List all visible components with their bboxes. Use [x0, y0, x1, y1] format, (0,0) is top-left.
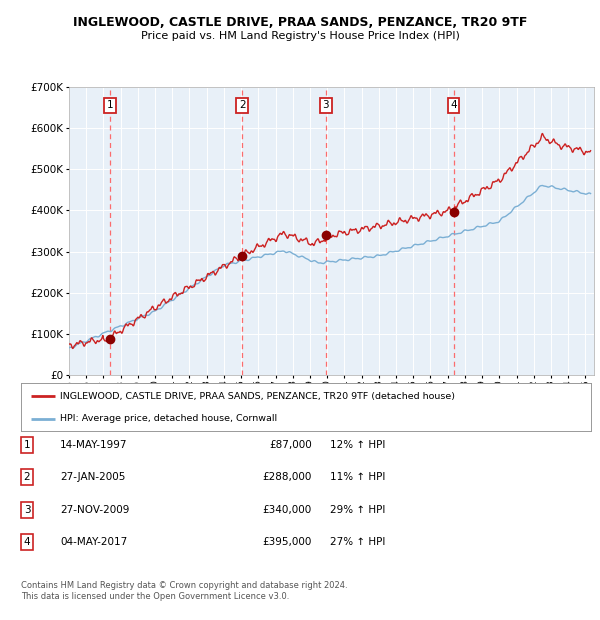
Text: Price paid vs. HM Land Registry's House Price Index (HPI): Price paid vs. HM Land Registry's House …	[140, 31, 460, 41]
Text: 04-MAY-2017: 04-MAY-2017	[60, 537, 127, 547]
Text: 27% ↑ HPI: 27% ↑ HPI	[330, 537, 385, 547]
Text: 27-NOV-2009: 27-NOV-2009	[60, 505, 130, 515]
Text: £395,000: £395,000	[263, 537, 312, 547]
Text: Contains HM Land Registry data © Crown copyright and database right 2024.: Contains HM Land Registry data © Crown c…	[21, 581, 347, 590]
Text: £87,000: £87,000	[269, 440, 312, 450]
Text: 12% ↑ HPI: 12% ↑ HPI	[330, 440, 385, 450]
Text: This data is licensed under the Open Government Licence v3.0.: This data is licensed under the Open Gov…	[21, 592, 289, 601]
Text: 2: 2	[23, 472, 31, 482]
Text: 1: 1	[23, 440, 31, 450]
Text: 2: 2	[239, 100, 245, 110]
Text: 4: 4	[23, 537, 31, 547]
Text: 4: 4	[450, 100, 457, 110]
Text: HPI: Average price, detached house, Cornwall: HPI: Average price, detached house, Corn…	[60, 414, 277, 423]
Text: INGLEWOOD, CASTLE DRIVE, PRAA SANDS, PENZANCE, TR20 9TF: INGLEWOOD, CASTLE DRIVE, PRAA SANDS, PEN…	[73, 16, 527, 29]
Text: 29% ↑ HPI: 29% ↑ HPI	[330, 505, 385, 515]
Text: 11% ↑ HPI: 11% ↑ HPI	[330, 472, 385, 482]
Text: £340,000: £340,000	[263, 505, 312, 515]
Text: 3: 3	[322, 100, 329, 110]
Text: 3: 3	[23, 505, 31, 515]
Text: 14-MAY-1997: 14-MAY-1997	[60, 440, 128, 450]
Text: £288,000: £288,000	[263, 472, 312, 482]
Text: 27-JAN-2005: 27-JAN-2005	[60, 472, 125, 482]
Text: INGLEWOOD, CASTLE DRIVE, PRAA SANDS, PENZANCE, TR20 9TF (detached house): INGLEWOOD, CASTLE DRIVE, PRAA SANDS, PEN…	[60, 392, 455, 401]
Text: 1: 1	[106, 100, 113, 110]
